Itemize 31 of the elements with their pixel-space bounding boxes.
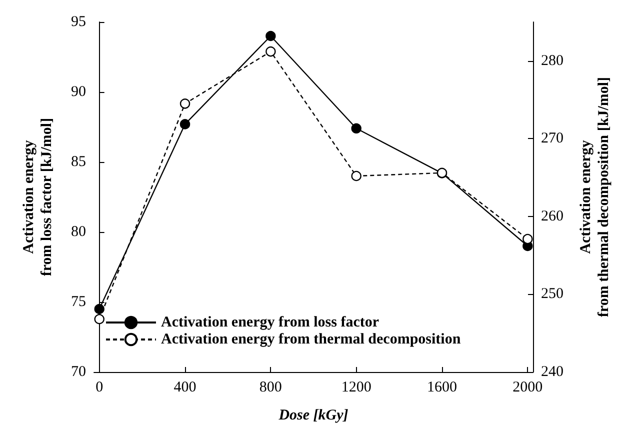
point: [180, 98, 190, 109]
x-tick-label: 800: [259, 380, 282, 396]
x-tick-label: 1600: [426, 380, 457, 396]
y2-axis-title: Activation energy from thermal decomposition [kJ/mol]: [578, 76, 612, 318]
point: [94, 304, 104, 314]
y2-tick-label: 260: [541, 208, 564, 224]
y-tick-label: 75: [71, 294, 86, 310]
point: [351, 170, 362, 182]
point: [351, 123, 362, 134]
y-tick-label: 90: [71, 84, 86, 100]
y-axis-title: Activation energy from loss factor [kJ/mol]: [21, 118, 55, 276]
legend-label: Activation energy from loss factor: [161, 314, 380, 330]
point: [94, 314, 104, 324]
point: [522, 234, 533, 244]
y2-tick-label: 240: [541, 364, 564, 380]
y-tick-label: 85: [71, 154, 86, 170]
y-tick-label: 80: [71, 224, 86, 240]
x-axis-title: Dose [kGy]: [278, 408, 348, 424]
x-tick-label: 1200: [341, 380, 372, 396]
y2-tick-label: 250: [541, 286, 564, 302]
x-tick-label: 2000: [512, 380, 543, 396]
point: [266, 30, 276, 42]
y2-tick-label: 270: [541, 130, 564, 147]
point: [266, 46, 276, 57]
point: [180, 119, 190, 130]
y-tick-label: 95: [71, 14, 86, 30]
x-tick-label: 0: [96, 380, 104, 396]
y2-tick-label: 280: [541, 52, 564, 69]
y-tick-label: 70: [71, 364, 86, 380]
legend-label: Activation energy from thermal decomposition: [161, 332, 462, 348]
x-tick-label: 400: [174, 380, 196, 396]
